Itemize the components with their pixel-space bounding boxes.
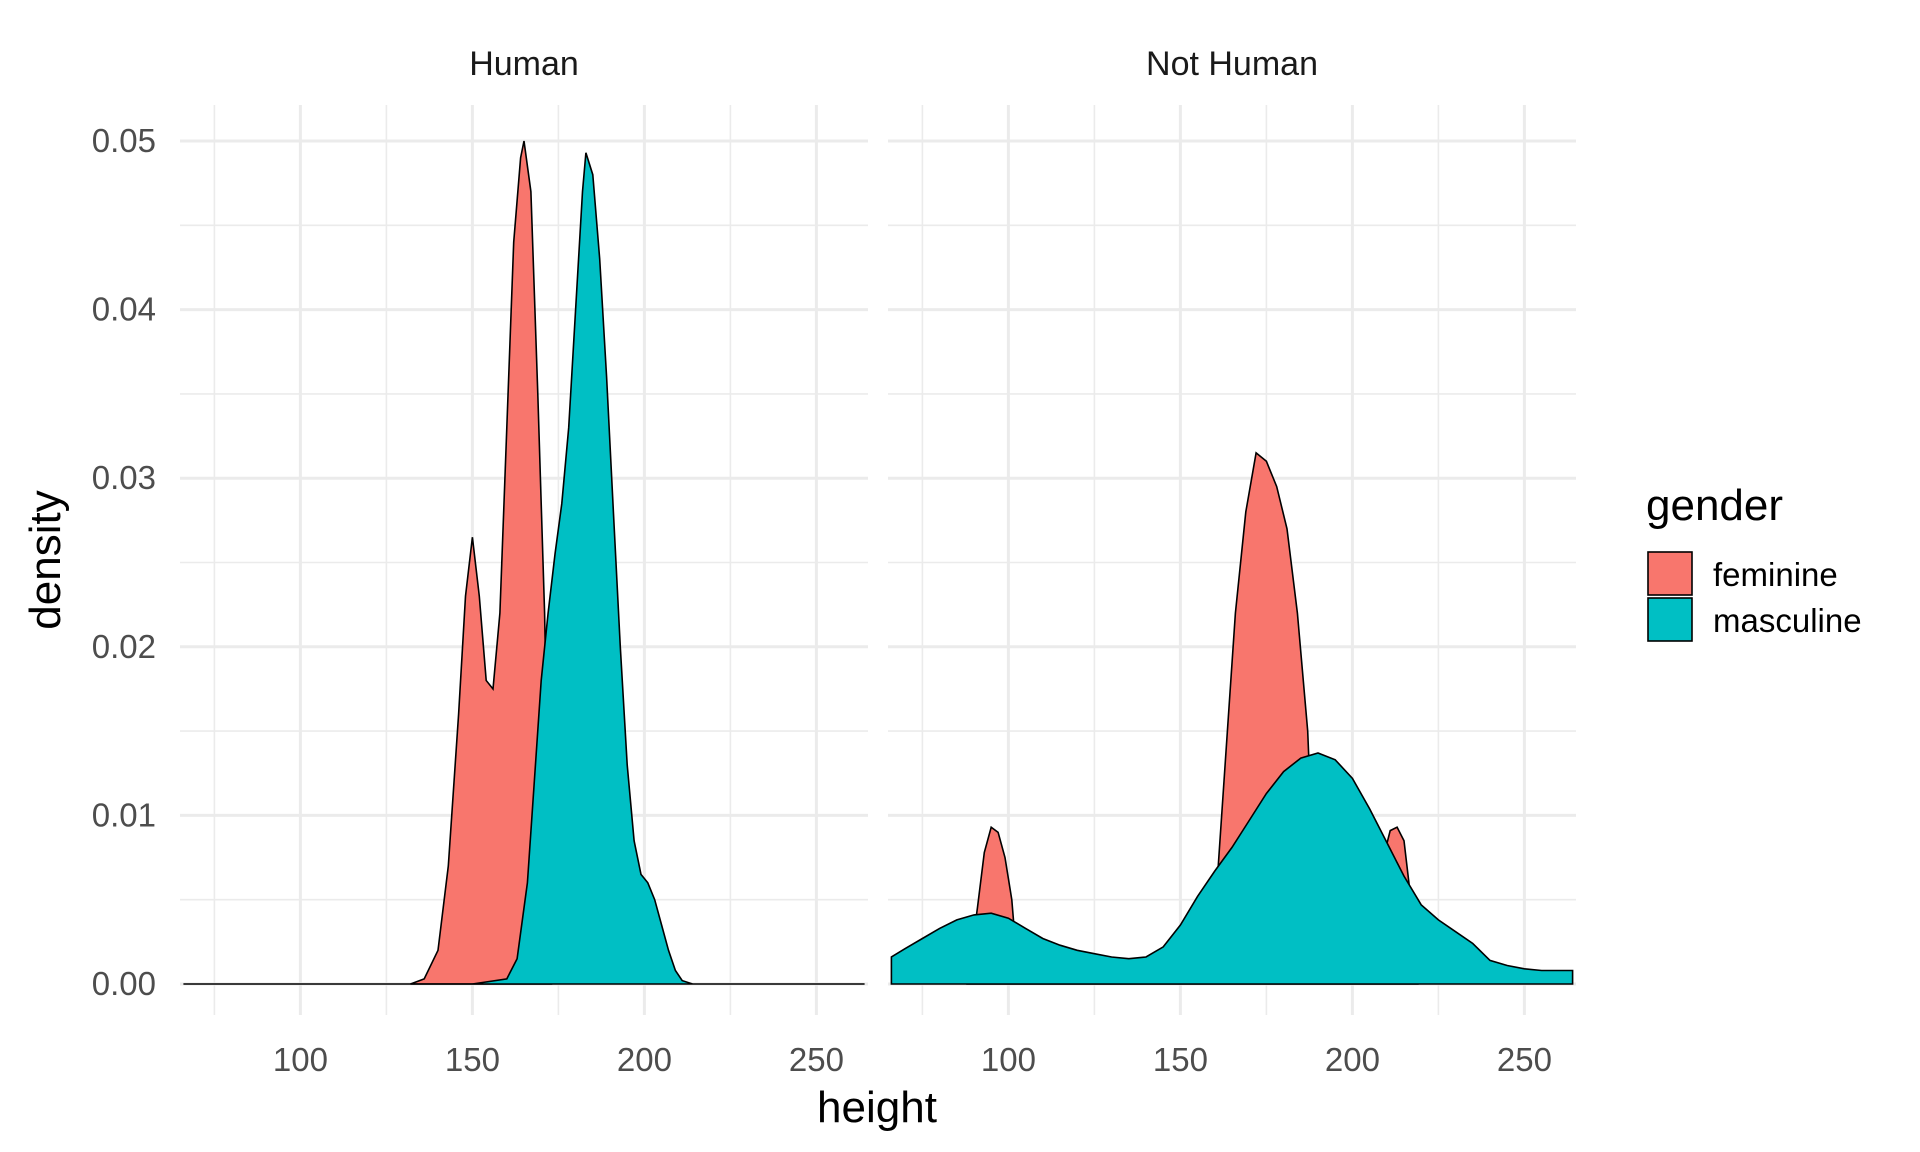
legend: gender feminine masculine (1646, 481, 1862, 642)
facet-panel-human: Human 0.00 0.01 0.02 0.03 0.04 0.05 100 150 200… (92, 45, 868, 1078)
x-tick-label: 200 (1325, 1041, 1380, 1078)
x-tick-label: 200 (617, 1041, 672, 1078)
y-tick-label: 0.05 (92, 122, 156, 159)
facet-title-not-human: Not Human (1146, 45, 1318, 83)
y-tick-label: 0.04 (92, 291, 156, 328)
x-axis-title: height (817, 1083, 937, 1132)
y-tick-label: 0.01 (92, 796, 156, 833)
y-axis-title: density (21, 490, 70, 629)
y-tick-label: 0.02 (92, 628, 156, 665)
x-tick-label: 100 (981, 1041, 1036, 1078)
x-tick-label: 250 (789, 1041, 844, 1078)
y-tick-label: 0.03 (92, 459, 156, 496)
facet-title-human: Human (469, 45, 579, 83)
density-area-feminine (410, 140, 553, 985)
x-tick-label: 100 (273, 1041, 328, 1078)
density-area-masculine (890, 752, 1574, 985)
legend-label-feminine: feminine (1713, 556, 1838, 593)
legend-key-feminine (1647, 551, 1693, 596)
legend-key-masculine (1647, 597, 1693, 642)
x-tick-label: 150 (1153, 1041, 1208, 1078)
x-tick-label: 150 (445, 1041, 500, 1078)
x-tick-label: 250 (1497, 1041, 1552, 1078)
density-area-masculine (183, 152, 865, 985)
legend-title: gender (1646, 481, 1783, 530)
y-tick-label: 0.00 (92, 965, 156, 1002)
facet-panel-not-human: Not Human 100 150 200 250 (888, 45, 1576, 1078)
legend-label-masculine: masculine (1713, 602, 1862, 639)
